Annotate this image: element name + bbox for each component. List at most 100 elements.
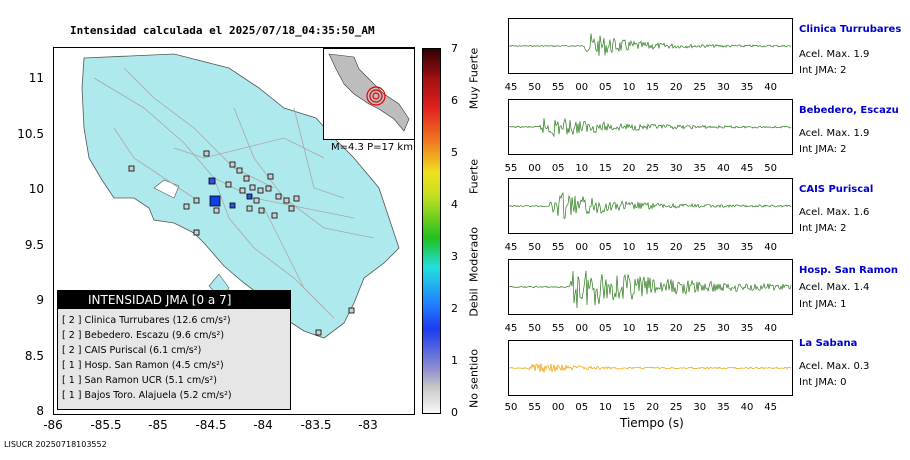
time-tick-label: 35 — [693, 163, 707, 174]
xtick-5: -83.5 — [300, 418, 332, 432]
waveform-line — [509, 191, 792, 219]
time-tick-label: 50 — [764, 163, 777, 174]
station-name: Clinica Turrubares — [799, 24, 902, 35]
xtick-1: -85.5 — [90, 418, 122, 432]
time-tick-label: 20 — [669, 323, 683, 334]
seismogram-trace — [509, 270, 792, 309]
time-tick-label: 05 — [575, 402, 589, 413]
time-tick-label: 45 — [764, 402, 777, 413]
legend-title: INTENSIDAD JMA [0 a 7] — [58, 291, 290, 309]
footer-id: LISUCR 20250718103552 — [4, 440, 107, 449]
time-tick-label: 30 — [693, 402, 707, 413]
time-tick-label: 50 — [528, 242, 541, 253]
seismogram-panel — [508, 259, 793, 315]
ytick-4: 9 — [36, 293, 44, 307]
time-tick-label: 50 — [528, 82, 541, 93]
time-tick-label: 10 — [622, 82, 636, 93]
seismogram-trace — [509, 191, 792, 219]
cbar-num-6: 6 — [451, 94, 458, 107]
time-tick-label: 50 — [504, 402, 518, 413]
ytick-2: 10 — [28, 182, 44, 196]
time-tick-label: 55 — [551, 242, 565, 253]
time-tick-label: 45 — [740, 163, 754, 174]
time-tick-label: 30 — [717, 82, 730, 93]
time-tick-label: 05 — [599, 242, 612, 253]
station-name: Bebedero, Escazu — [799, 105, 899, 116]
time-tick-label: 45 — [504, 82, 518, 93]
time-tick-label: 30 — [717, 242, 730, 253]
xtick-4: -84 — [253, 418, 273, 432]
legend-row: [ 1 ] Bajos Toro. Alajuela (5.2 cm/s²) — [62, 390, 232, 401]
time-tick-label: 40 — [764, 323, 777, 334]
legend-row: [ 2 ] Bebedero. Escazu (9.6 cm/s²) — [62, 330, 225, 341]
time-tick-label: 40 — [740, 402, 754, 413]
seismogram-trace — [509, 33, 791, 56]
legend-row: [ 2 ] Clinica Turrubares (12.6 cm/s²) — [62, 315, 231, 326]
time-tick-label: 40 — [764, 242, 777, 253]
xtick-3: -84.5 — [195, 418, 227, 432]
cbar-num-0: 0 — [451, 406, 458, 419]
time-tick-label: 20 — [646, 402, 659, 413]
time-tick-label: 20 — [622, 163, 636, 174]
waveform-line — [509, 117, 792, 138]
time-tick-label: 00 — [551, 402, 565, 413]
time-ticks: 45 50 55 00 05 10 15 20 25 30 35 40 — [504, 82, 798, 96]
seismogram-panel — [508, 99, 793, 155]
cbar-word-fuerte: Fuerte — [467, 158, 481, 195]
station-acel: Acel. Max. 1.9 — [799, 128, 870, 139]
time-tick-label: 25 — [669, 402, 683, 413]
time-tick-label: 35 — [717, 402, 730, 413]
seismogram-trace — [509, 117, 792, 138]
time-tick-label: 10 — [622, 242, 636, 253]
time-tick-label: 05 — [599, 82, 612, 93]
time-tick-label: 35 — [740, 323, 754, 334]
time-tick-label: 30 — [669, 163, 683, 174]
station-name: CAIS Puriscal — [799, 184, 874, 195]
cbar-num-1: 1 — [451, 354, 458, 367]
time-tick-label: 15 — [599, 163, 612, 174]
intensity-legend: INTENSIDAD JMA [0 a 7] [ 2 ] Clinica Tur… — [57, 290, 291, 410]
seismogram-panel — [508, 178, 793, 234]
cbar-num-2: 2 — [451, 302, 458, 315]
legend-row: [ 2 ] CAIS Puriscal (6.1 cm/s²) — [62, 345, 202, 356]
ytick-0: 11 — [28, 71, 44, 85]
time-tick-label: 15 — [646, 323, 659, 334]
cbar-num-7: 7 — [451, 42, 458, 55]
time-ticks: 50 55 00 05 10 15 20 25 30 35 40 45 — [504, 402, 798, 416]
time-tick-label: 00 — [575, 323, 589, 334]
station-acel: Acel. Max. 1.6 — [799, 207, 870, 218]
station-int: Int JMA: 2 — [799, 144, 847, 155]
waveform-line — [509, 33, 791, 56]
time-tick-label: 40 — [717, 163, 730, 174]
xtick-6: -83 — [358, 418, 378, 432]
station-int: Int JMA: 0 — [799, 377, 847, 388]
time-tick-label: 05 — [599, 323, 612, 334]
cbar-num-4: 4 — [451, 198, 458, 211]
time-tick-label: 30 — [717, 323, 730, 334]
xtick-2: -85 — [148, 418, 168, 432]
legend-row: [ 1 ] San Ramon UCR (5.1 cm/s²) — [62, 375, 217, 386]
time-tick-label: 55 — [528, 402, 541, 413]
waveform-line — [509, 270, 792, 309]
cbar-word-no-sentido: No sentido — [467, 349, 481, 409]
time-tick-label: 00 — [575, 82, 589, 93]
time-tick-label: 15 — [622, 402, 636, 413]
time-tick-label: 40 — [764, 82, 777, 93]
time-ticks: 55 00 05 10 15 20 25 30 35 40 45 50 — [504, 163, 798, 177]
seismogram-panel — [508, 340, 793, 396]
time-tick-label: 15 — [646, 82, 659, 93]
time-tick-label: 45 — [504, 242, 518, 253]
station-acel: Acel. Max. 1.4 — [799, 282, 870, 293]
seismogram-panel — [508, 18, 793, 74]
cbar-word-debil: Debil — [467, 288, 481, 317]
epicenter-target-icon — [366, 86, 386, 106]
seismogram-trace — [509, 363, 792, 373]
time-tick-label: 20 — [669, 242, 683, 253]
station-name: Hosp. San Ramon — [799, 265, 899, 276]
time-tick-label: 55 — [504, 163, 518, 174]
time-tick-label: 25 — [693, 82, 707, 93]
ytick-1: 10.5 — [17, 127, 44, 141]
time-tick-label: 25 — [693, 242, 707, 253]
time-tick-label: 50 — [528, 323, 541, 334]
time-tick-label: 10 — [622, 323, 636, 334]
